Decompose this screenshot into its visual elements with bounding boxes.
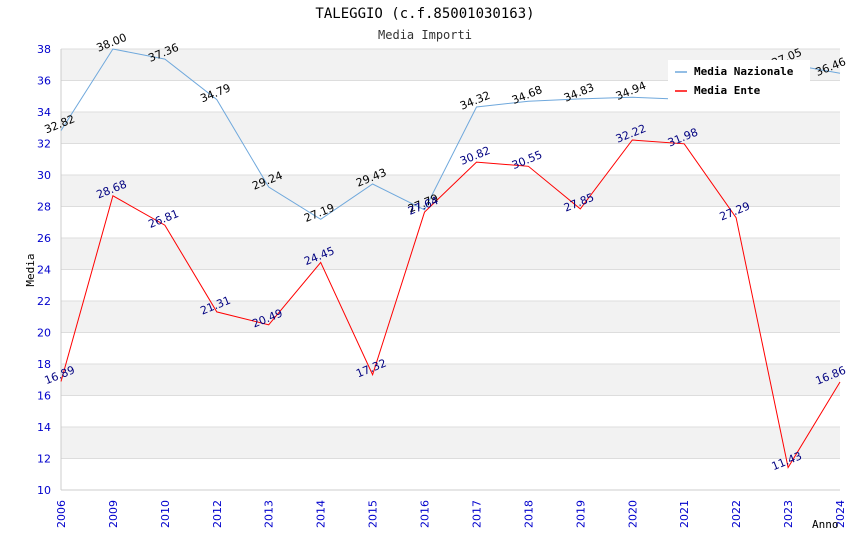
x-tick-label: 2024 — [834, 500, 847, 528]
x-tick-label: 2017 — [470, 500, 483, 528]
data-label: 30.55 — [510, 148, 544, 172]
grid-band — [61, 112, 840, 144]
x-tick-label: 2020 — [626, 500, 639, 528]
chart-title: TALEGGIO (c.f.85001030163) — [315, 6, 534, 22]
y-tick-label: 28 — [37, 201, 51, 214]
legend: Media Nazionale Media Ente — [668, 60, 810, 100]
y-tick-label: 20 — [37, 327, 51, 340]
grid-band — [61, 175, 840, 207]
y-tick-label: 22 — [37, 295, 51, 308]
series-line-nazionale — [60, 48, 841, 220]
x-axis-label: Anno — [812, 518, 839, 531]
grid-band — [61, 238, 840, 270]
y-axis-label: Media — [24, 253, 37, 286]
grid-bands — [61, 49, 840, 459]
x-tick-label: 2010 — [159, 500, 172, 528]
y-axis-ticks: 10 12 14 16 18 20 22 24 26 28 30 32 34 36 38 — [37, 43, 51, 497]
legend-label-ente: Media Ente — [694, 84, 761, 97]
y-tick-label: 16 — [37, 390, 51, 403]
y-tick-label: 38 — [37, 43, 51, 56]
y-tick-label: 18 — [37, 358, 51, 371]
x-tick-label: 2015 — [367, 500, 380, 528]
x-tick-label: 2014 — [315, 500, 328, 528]
x-tick-label: 2022 — [730, 500, 743, 528]
y-tick-label: 26 — [37, 232, 51, 245]
x-tick-label: 2013 — [263, 500, 276, 528]
legend-box — [668, 60, 810, 100]
data-label: 30.82 — [458, 144, 492, 168]
data-label: 34.94 — [614, 79, 648, 103]
grid-band — [61, 364, 840, 396]
y-tick-label: 10 — [37, 484, 51, 497]
chart-subtitle: Media Importi — [378, 28, 472, 42]
y-tick-label: 34 — [37, 106, 51, 119]
y-tick-label: 24 — [37, 264, 51, 277]
data-label: 34.83 — [562, 81, 596, 105]
x-tick-label: 2006 — [55, 500, 68, 528]
x-axis-ticks: 2006 2009 2010 2012 2013 2014 2015 2016 2017 2018… — [55, 500, 847, 528]
x-tick-label: 2023 — [782, 500, 795, 528]
x-tick-label: 2021 — [678, 500, 691, 528]
legend-label-nazionale: Media Nazionale — [694, 65, 794, 78]
x-tick-label: 2016 — [419, 500, 432, 528]
y-tick-label: 36 — [37, 75, 51, 88]
y-tick-label: 32 — [37, 138, 51, 151]
data-label: 26.81 — [147, 207, 181, 231]
data-label: 34.68 — [510, 83, 544, 107]
series-lines — [60, 48, 841, 469]
x-tick-label: 2009 — [107, 500, 120, 528]
y-tick-label: 30 — [37, 169, 51, 182]
grid-band — [61, 427, 840, 459]
data-label: 34.79 — [198, 81, 232, 105]
x-tick-label: 2012 — [211, 500, 224, 528]
grid-lines — [60, 48, 840, 491]
y-tick-label: 14 — [37, 421, 51, 434]
series-line-ente — [60, 139, 841, 469]
y-tick-label: 12 — [37, 453, 51, 466]
grid-band — [61, 301, 840, 333]
x-tick-label: 2019 — [574, 500, 587, 528]
x-tick-label: 2018 — [522, 500, 535, 528]
